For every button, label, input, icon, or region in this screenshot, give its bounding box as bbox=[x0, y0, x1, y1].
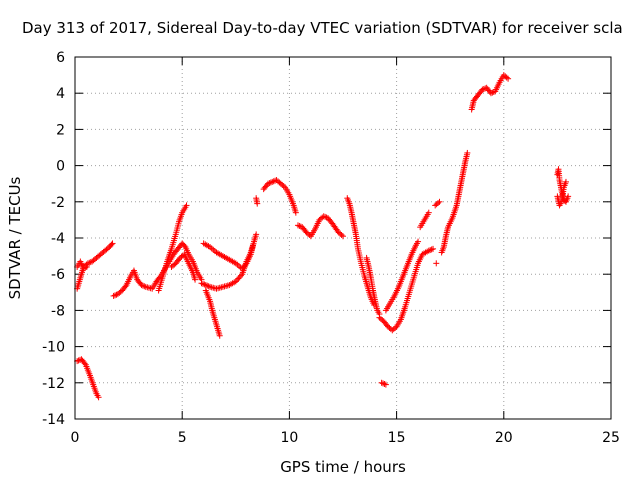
data-point bbox=[487, 90, 494, 97]
data-point bbox=[84, 260, 91, 267]
data-point bbox=[83, 263, 90, 270]
data-point bbox=[464, 149, 471, 156]
data-point bbox=[216, 332, 223, 339]
data-point bbox=[415, 238, 422, 245]
data-point bbox=[232, 278, 239, 285]
data-point bbox=[117, 288, 124, 295]
x-axis-label: GPS time / hours bbox=[280, 458, 406, 476]
data-point bbox=[565, 193, 572, 200]
data-point bbox=[482, 85, 489, 92]
data-point bbox=[272, 177, 279, 184]
data-point bbox=[479, 86, 486, 93]
data-point bbox=[201, 281, 208, 288]
data-point bbox=[202, 282, 209, 289]
data-point bbox=[381, 381, 388, 388]
x-tick-label: 5 bbox=[178, 430, 187, 446]
data-point bbox=[428, 246, 435, 253]
data-point bbox=[175, 256, 182, 263]
data-point bbox=[183, 202, 190, 209]
data-point bbox=[425, 209, 432, 216]
data-point bbox=[192, 276, 199, 283]
data-point bbox=[141, 283, 148, 290]
data-point bbox=[112, 292, 119, 299]
data-point bbox=[254, 200, 261, 207]
data-point bbox=[77, 356, 84, 363]
data-point bbox=[264, 180, 271, 187]
data-point bbox=[292, 209, 299, 216]
data-point bbox=[95, 394, 102, 401]
y-tick-label: -6 bbox=[51, 267, 65, 283]
data-point bbox=[204, 282, 211, 289]
data-point bbox=[433, 260, 440, 267]
data-point bbox=[269, 178, 276, 185]
y-tick-label: -8 bbox=[51, 303, 65, 319]
data-point bbox=[81, 360, 88, 367]
data-point bbox=[122, 283, 129, 290]
y-tick-label: -2 bbox=[51, 195, 65, 211]
data-point bbox=[383, 322, 390, 329]
data-points bbox=[74, 72, 572, 401]
data-point bbox=[302, 228, 309, 235]
y-tick-label: 6 bbox=[56, 50, 65, 66]
data-point bbox=[378, 379, 385, 386]
data-point bbox=[427, 247, 434, 254]
x-tick-label: 10 bbox=[280, 430, 298, 446]
data-point bbox=[171, 261, 178, 268]
y-tick-label: 2 bbox=[56, 122, 65, 138]
data-point bbox=[198, 280, 205, 287]
x-tick-label: 0 bbox=[71, 430, 80, 446]
data-point bbox=[382, 381, 389, 388]
data-point bbox=[205, 283, 212, 290]
data-point bbox=[296, 222, 303, 229]
chart-title: Day 313 of 2017, Sidereal Day-to-day VTE… bbox=[22, 19, 623, 37]
y-tick-label: 4 bbox=[56, 86, 65, 102]
data-point bbox=[253, 231, 260, 238]
data-point bbox=[267, 179, 274, 186]
data-point bbox=[249, 242, 256, 249]
x-tick-label: 20 bbox=[495, 430, 513, 446]
y-axis-label: SDTVAR / TECUs bbox=[6, 176, 24, 299]
data-point bbox=[138, 282, 145, 289]
data-point bbox=[236, 274, 243, 281]
data-point bbox=[306, 231, 313, 238]
data-point bbox=[199, 280, 206, 287]
data-point bbox=[380, 380, 387, 387]
data-point bbox=[489, 89, 496, 96]
data-point bbox=[505, 75, 512, 82]
data-point bbox=[235, 275, 242, 282]
y-tick-label: -14 bbox=[42, 412, 65, 428]
data-point bbox=[430, 245, 437, 252]
data-point bbox=[86, 259, 93, 266]
data-point bbox=[237, 272, 244, 279]
data-point bbox=[562, 178, 569, 185]
data-point bbox=[280, 183, 287, 190]
y-tick-label: -12 bbox=[42, 376, 65, 392]
x-tick-label: 25 bbox=[602, 430, 620, 446]
data-point bbox=[503, 74, 510, 81]
x-tick-label: 15 bbox=[388, 430, 406, 446]
data-point bbox=[340, 233, 346, 240]
data-point bbox=[109, 240, 116, 247]
data-point bbox=[110, 292, 117, 299]
y-tick-label: -10 bbox=[42, 340, 65, 356]
y-tick-label: -4 bbox=[51, 231, 65, 247]
data-point bbox=[266, 180, 273, 187]
data-point bbox=[436, 198, 443, 205]
data-point bbox=[234, 276, 241, 283]
data-point bbox=[392, 324, 399, 331]
data-point bbox=[294, 222, 301, 229]
data-point bbox=[181, 242, 188, 249]
data-point bbox=[108, 241, 115, 248]
y-tick-label: 0 bbox=[56, 159, 65, 175]
data-point bbox=[139, 282, 146, 289]
data-point bbox=[322, 213, 329, 220]
data-point bbox=[320, 213, 327, 220]
data-point bbox=[435, 200, 442, 207]
data-point bbox=[425, 247, 432, 254]
data-point bbox=[379, 317, 386, 324]
plot-frame bbox=[74, 56, 612, 420]
data-point bbox=[338, 231, 345, 238]
